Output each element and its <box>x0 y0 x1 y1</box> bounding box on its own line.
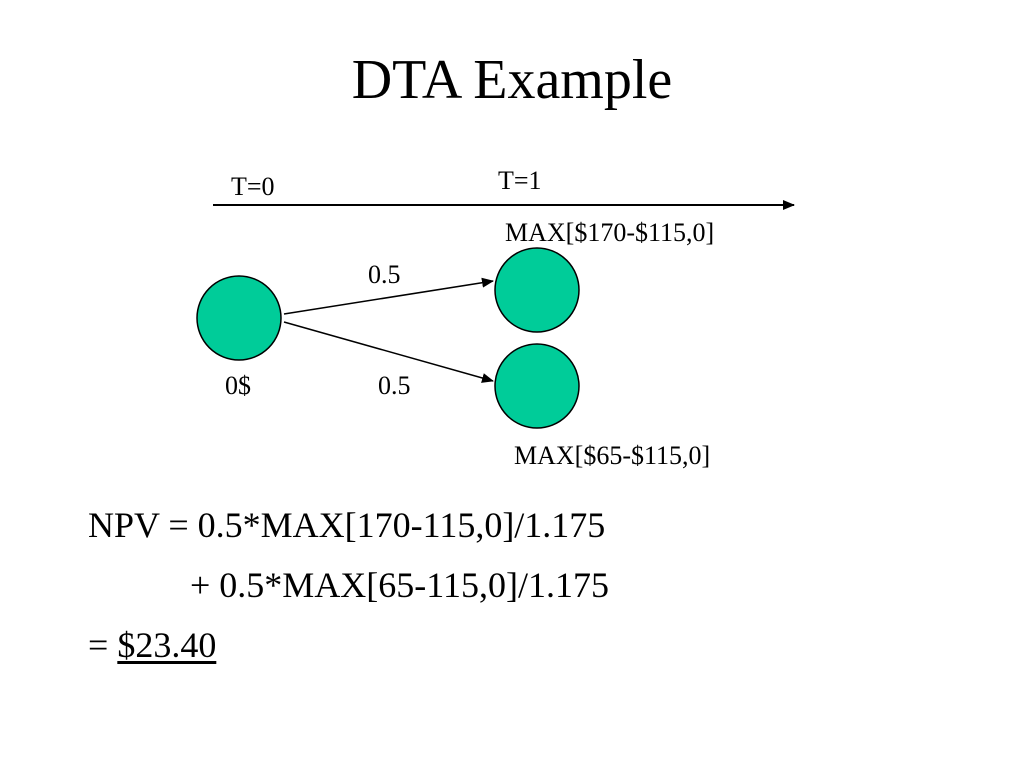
t0-label: T=0 <box>231 172 275 201</box>
npv-equation-line1: NPV = 0.5*MAX[170-115,0]/1.175 <box>88 505 606 545</box>
down-probability-label: 0.5 <box>378 371 411 400</box>
up-payoff-label: MAX[$170-$115,0] <box>505 218 715 247</box>
up-branch-arrow <box>283 277 494 315</box>
down-payoff-label: MAX[$65-$115,0] <box>514 441 711 470</box>
slide-title: DTA Example <box>351 49 673 111</box>
up-node <box>494 247 580 333</box>
npv-result: $23.40 <box>117 625 217 665</box>
down-node <box>494 343 580 429</box>
up-probability-label: 0.5 <box>368 260 401 289</box>
root-value-label: 0$ <box>225 371 251 400</box>
root-node <box>196 275 282 361</box>
npv-equation-line2: + 0.5*MAX[65-115,0]/1.175 <box>190 565 609 605</box>
npv-equation-line3: = $23.40 <box>88 627 216 663</box>
t1-label: T=1 <box>498 166 542 195</box>
down-branch-arrow <box>283 321 494 383</box>
equals-sign: = <box>88 625 118 665</box>
